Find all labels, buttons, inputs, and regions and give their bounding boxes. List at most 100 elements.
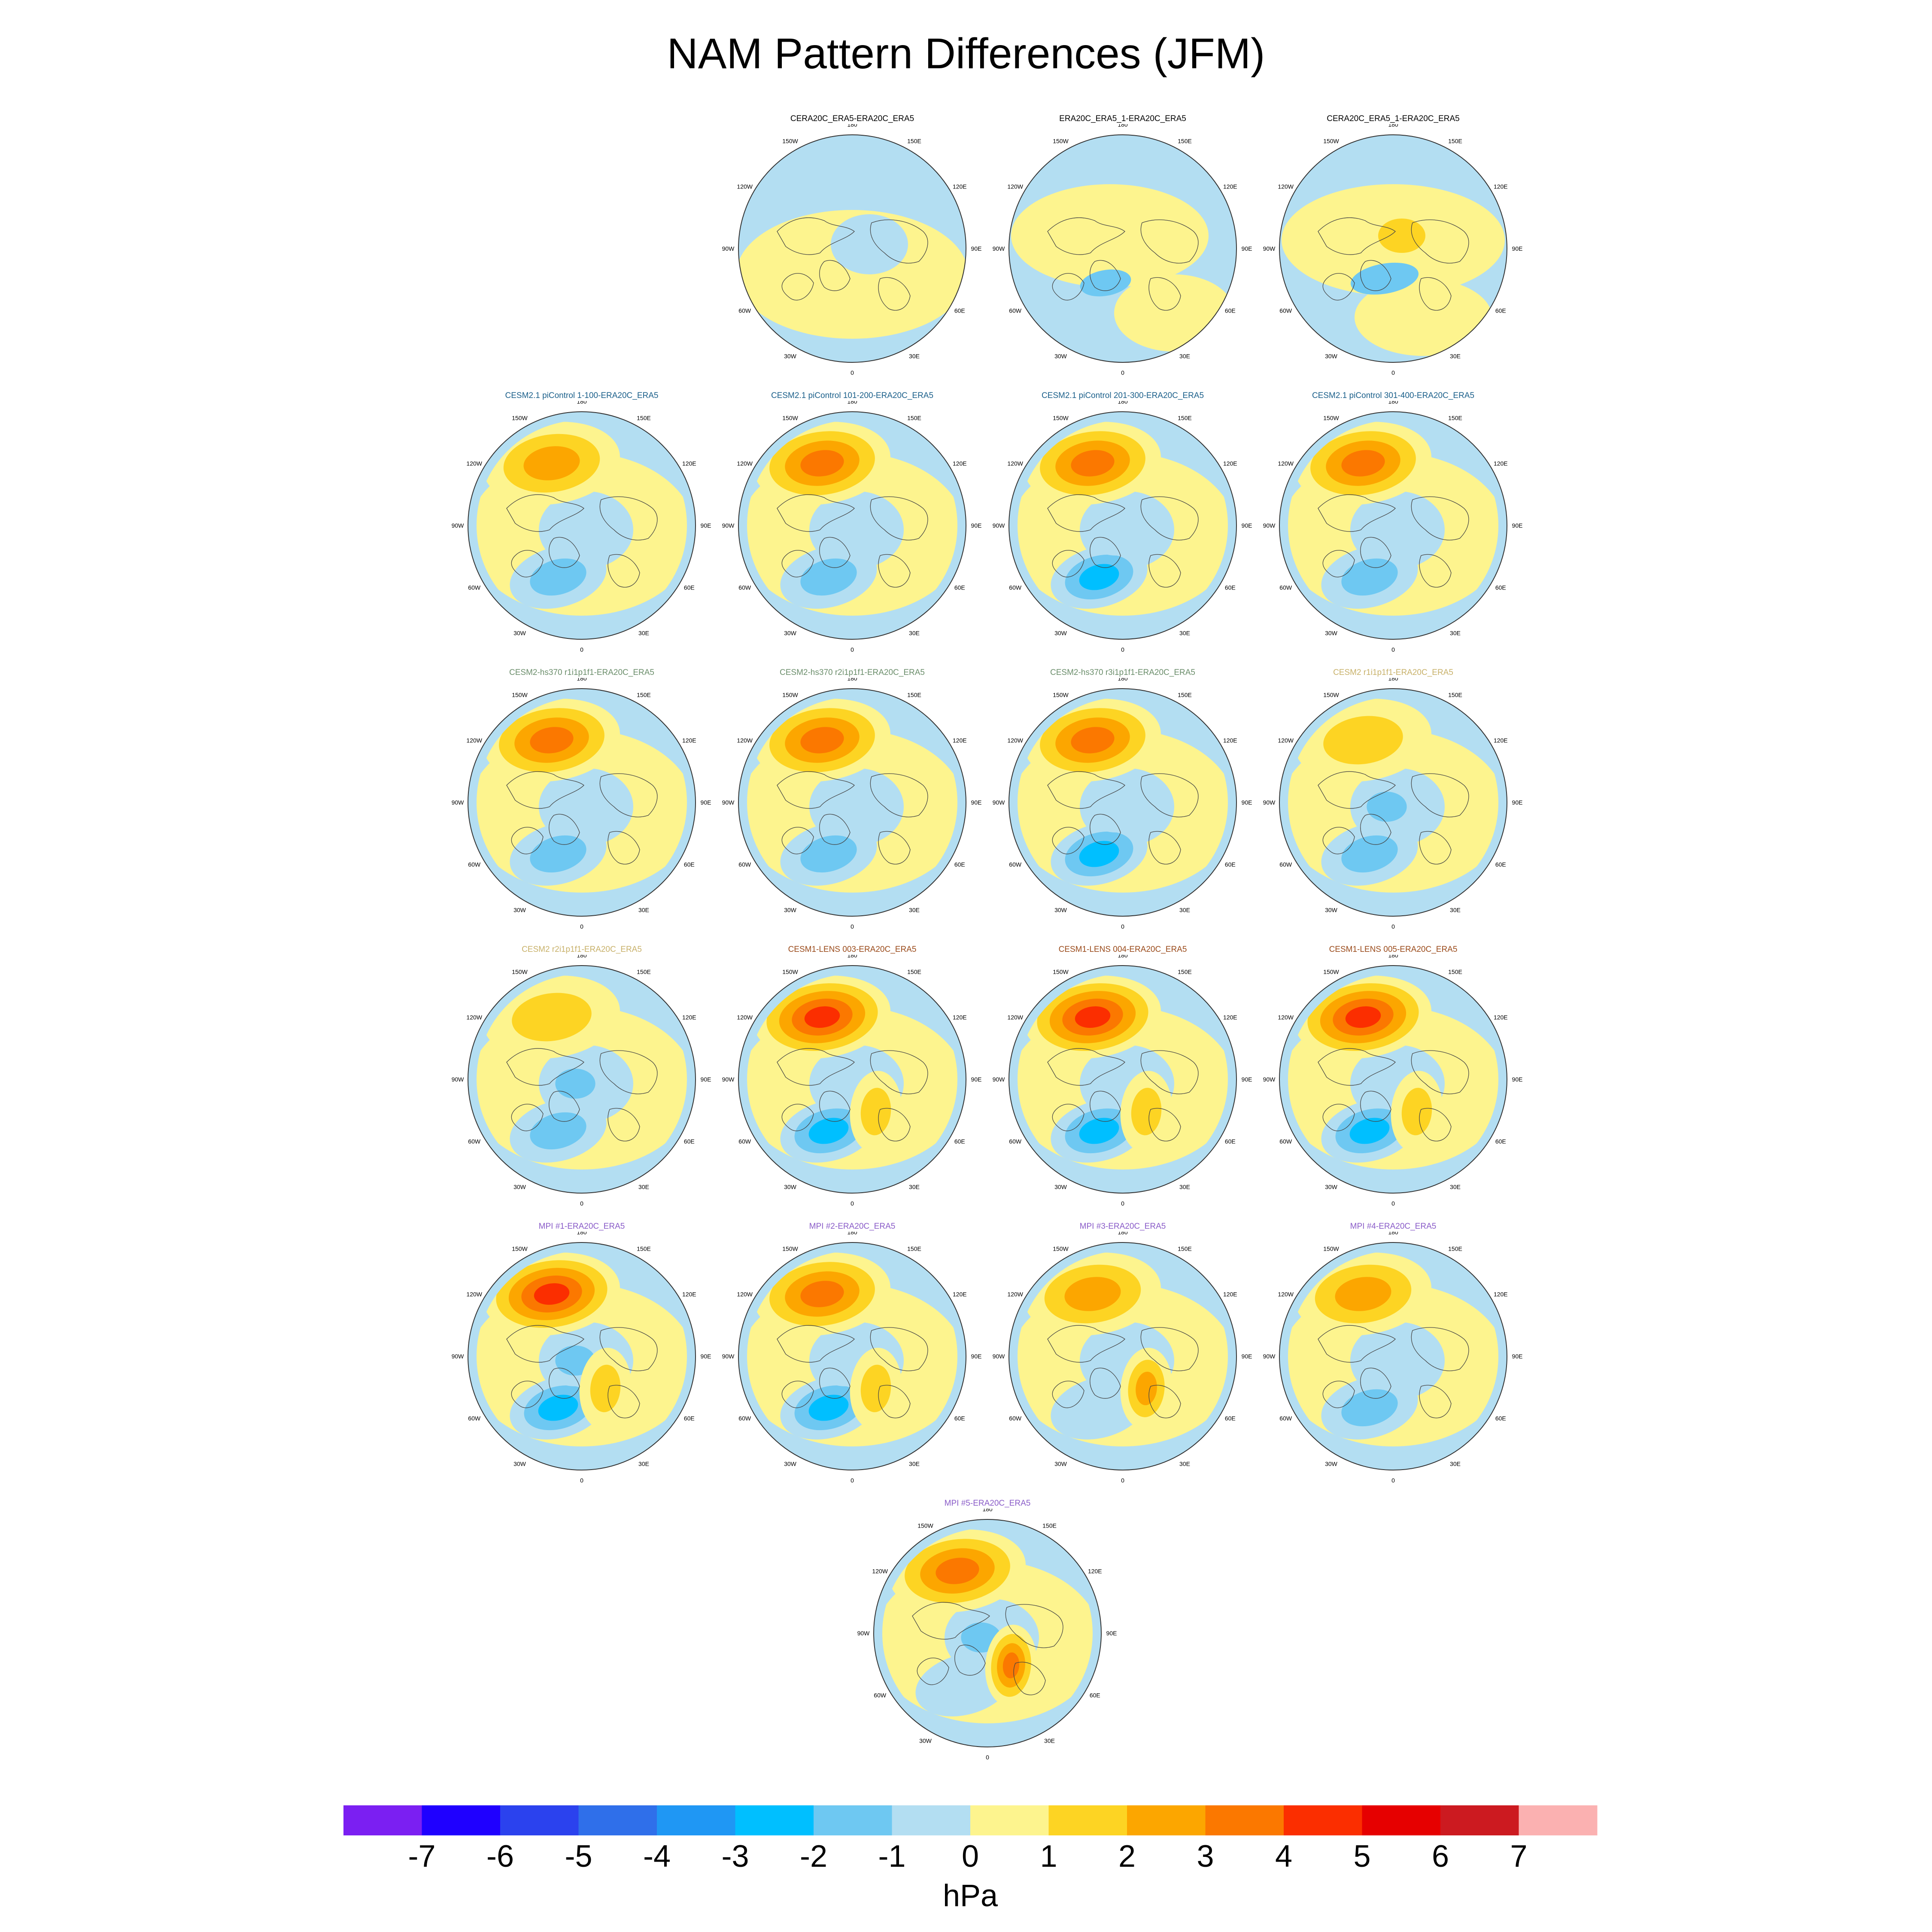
coastline	[549, 1091, 580, 1122]
lon-label: 0	[1121, 369, 1124, 376]
lon-label: 30E	[1450, 906, 1461, 913]
lon-label: 60E	[1225, 861, 1236, 868]
atlantic-low-level-1	[530, 558, 586, 596]
lon-label: 120E	[1494, 737, 1508, 744]
lon-label: 150E	[1448, 969, 1462, 975]
lon-label: 60W	[468, 584, 481, 591]
lon-label: 180	[1118, 955, 1128, 959]
coastline	[819, 537, 851, 568]
coastline	[1148, 277, 1181, 311]
lon-label: 120E	[953, 1014, 967, 1021]
lon-label: 90E	[1242, 245, 1252, 252]
lon-label: 150E	[1178, 692, 1192, 699]
lon-label: 60W	[874, 1692, 887, 1699]
colorbar-tick-label: -1	[878, 1839, 905, 1874]
lon-label: 150W	[1323, 969, 1339, 975]
colorbar-tick-label: -4	[643, 1839, 671, 1874]
lon-label: 150W	[782, 969, 798, 975]
lon-label: 120E	[682, 1014, 696, 1021]
positive-area-level-0	[1011, 184, 1209, 287]
outer-ring	[738, 966, 966, 1193]
lon-label: 30E	[909, 1460, 920, 1467]
coastline	[1047, 1325, 1125, 1363]
lon-label: 90W	[452, 1076, 465, 1083]
arctic-low-level-1	[555, 1069, 595, 1099]
lon-label: 150E	[907, 415, 921, 422]
coastline	[1411, 1050, 1469, 1094]
coastline	[819, 1367, 851, 1399]
lon-label: 60E	[1225, 584, 1236, 591]
lon-label: 30E	[1450, 1183, 1461, 1190]
panel-title: ERA20C_ERA5_1-ERA20C_ERA5	[1059, 114, 1186, 123]
coastline	[1360, 537, 1391, 568]
lon-label: 30W	[784, 1460, 797, 1467]
outer-ring	[1009, 412, 1236, 639]
colorbar-swatch	[970, 1805, 1049, 1835]
lon-label: 180	[577, 1232, 587, 1236]
lon-label: 120W	[737, 1014, 753, 1021]
coastline	[870, 773, 928, 817]
lon-label: 90E	[971, 522, 982, 529]
coastline	[1052, 1104, 1084, 1131]
lon-label: 30W	[513, 629, 526, 636]
lon-label: 90W	[1263, 1076, 1276, 1083]
lon-label: 60E	[954, 1415, 965, 1422]
eurasian-high-level-3	[1002, 1652, 1020, 1679]
lon-label: 60W	[1009, 861, 1022, 868]
lon-label: 150W	[782, 415, 798, 422]
coastline	[781, 550, 814, 577]
outer-ring	[738, 1242, 966, 1470]
lon-label: 60W	[1279, 584, 1292, 591]
lon-label: 30E	[638, 1183, 649, 1190]
eurasian-high-level-1	[590, 1364, 621, 1413]
lon-label: 30W	[1054, 906, 1067, 913]
map-outline	[1009, 411, 1237, 640]
lon-label: 150E	[637, 1245, 651, 1252]
colorbar-swatch	[735, 1805, 814, 1835]
lon-label: 90E	[701, 522, 711, 529]
colorbar-tick-label: 3	[1197, 1839, 1214, 1874]
colorbar-swatch	[1048, 1805, 1127, 1835]
lon-label: 30W	[784, 629, 797, 636]
polar-map: 180 150E 120E 90E 60E 30E 0 30W 60W 90W 120W 150W	[722, 124, 982, 376]
lon-label: 180	[1118, 124, 1128, 128]
pacific-high-level-3	[800, 1281, 844, 1307]
lon-label: 60E	[954, 307, 965, 314]
lon-label: 150W	[512, 415, 528, 422]
lon-label: 90W	[993, 245, 1005, 252]
polar-map: 180 150E 120E 90E 60E 30E 0 30W 60W 90W 120W 150W	[993, 955, 1252, 1207]
colorbar-swatch	[422, 1805, 501, 1835]
lon-label: 0	[1121, 923, 1124, 930]
lon-label: 30W	[1325, 352, 1338, 359]
lon-label: 60W	[1009, 1415, 1022, 1422]
lon-label: 150W	[1323, 1245, 1339, 1252]
lon-label: 30W	[1054, 629, 1067, 636]
colorbar-tick-label: -2	[800, 1839, 827, 1874]
coastline	[777, 494, 855, 532]
lon-label: 60E	[684, 861, 695, 868]
outer-ring	[874, 1519, 1101, 1747]
outer-ring	[468, 1242, 696, 1470]
coastline	[506, 771, 584, 809]
lon-label: 90W	[722, 245, 735, 252]
lon-label: 150E	[1178, 138, 1192, 145]
lon-label: 180	[1388, 678, 1398, 682]
atlantic-low-level-1	[1341, 835, 1398, 873]
lon-label: 120W	[1278, 737, 1294, 744]
lon-label: 60W	[1279, 1415, 1292, 1422]
coastline	[599, 1327, 658, 1371]
coastline	[878, 277, 911, 311]
panel-title: MPI #3-ERA20C_ERA5	[1079, 1222, 1166, 1231]
lon-label: 60E	[954, 861, 965, 868]
lon-label: 60E	[1495, 307, 1506, 314]
lon-label: 30E	[1179, 352, 1190, 359]
colorbar-swatch	[1205, 1805, 1284, 1835]
lon-label: 60W	[468, 861, 481, 868]
polar-map: 180 150E 120E 90E 60E 30E 0 30W 60W 90W 120W 150W	[1263, 1232, 1523, 1484]
map-panel: CESM2-hs370 r3i1p1f1-ERA20C_ERA5 180 150E 1…	[987, 668, 1258, 930]
lon-label: 60E	[1225, 1138, 1236, 1145]
pacific-high-level-4	[1075, 1006, 1111, 1028]
map-outline	[738, 1242, 966, 1470]
map-outline	[1279, 1242, 1507, 1470]
polar-map: 180 150E 120E 90E 60E 30E 0 30W 60W 90W 120W 150W	[722, 401, 982, 653]
